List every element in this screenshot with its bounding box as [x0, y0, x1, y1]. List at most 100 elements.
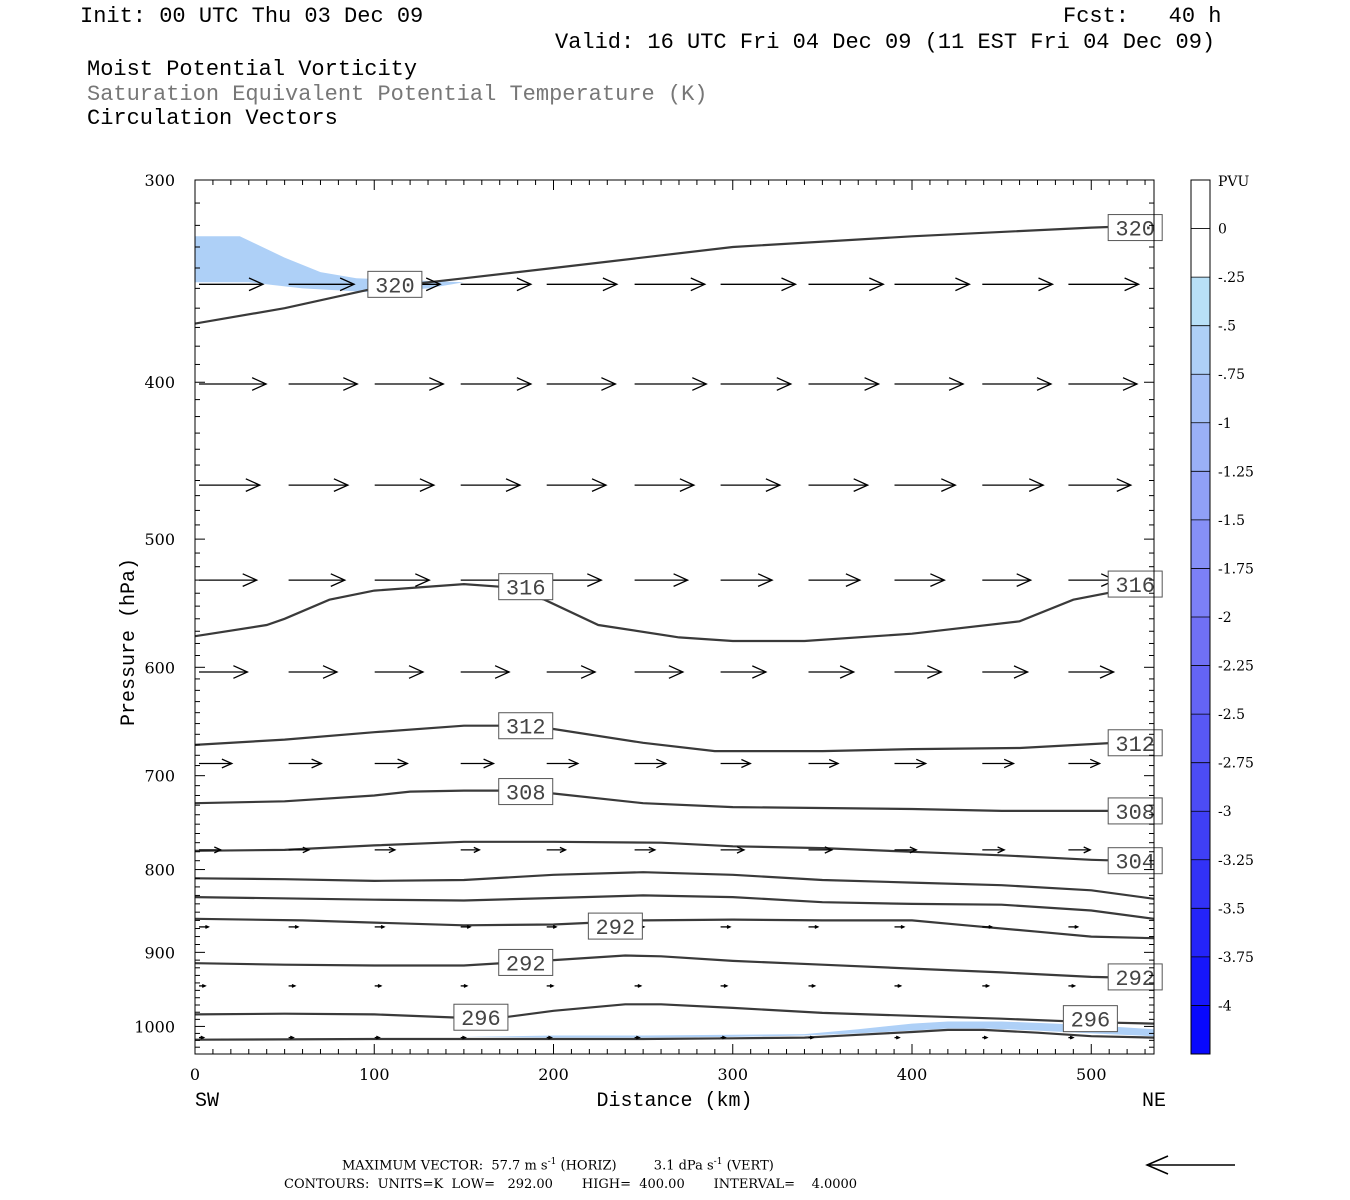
vector-head: [636, 1035, 641, 1040]
y-tick-label: 700: [144, 767, 175, 786]
vector-head: [516, 377, 533, 391]
vector-head: [941, 478, 957, 492]
vector-head: [853, 478, 870, 492]
circulation-vector: [894, 846, 918, 854]
circulation-vector: [1068, 1035, 1075, 1040]
vector-head: [462, 1035, 467, 1040]
contour-label-296: 296: [1062, 1005, 1118, 1034]
x-tick-label: 0: [190, 1065, 200, 1084]
circulation-vector: [894, 1035, 901, 1040]
vector-head: [637, 984, 643, 988]
circulation-vector: [1068, 478, 1133, 492]
circulation-vector: [720, 573, 774, 587]
max-vector-line: MAXIMUM VECTOR: 57.7 m s-1 (HORIZ) 3.1 d…: [342, 1157, 774, 1173]
colorbar-level-label: -4: [1218, 998, 1232, 1014]
circulation-vector: [982, 925, 994, 929]
contour-label-316: 316: [498, 573, 554, 602]
vector-head: [741, 758, 752, 769]
y-tick-label: 600: [144, 658, 175, 677]
circulation-vector: [374, 377, 445, 391]
circulation-vector: [288, 665, 339, 679]
circulation-vector: [982, 846, 1006, 854]
contour-label-box: [1062, 1005, 1118, 1033]
colorbar-level-label: -3: [1218, 804, 1232, 820]
colorbar-level-label: -3.25: [1218, 853, 1254, 869]
reference-vector-arrow: [1145, 1155, 1235, 1175]
circulation-vector: [982, 665, 1030, 679]
contour-292-8: [195, 954, 1154, 980]
circulation-vector: [634, 758, 668, 769]
circulation-vector: [374, 925, 386, 929]
circulation-vector: [374, 758, 409, 769]
colorbar-level-label: -.25: [1218, 270, 1245, 286]
circulation-vector: [199, 277, 265, 292]
colorbar-swatch: [1191, 956, 1210, 1006]
circulation-vector: [894, 377, 965, 391]
x-end-label-right: NE: [1142, 1090, 1166, 1113]
vector-head: [814, 925, 820, 929]
contour-label-text: 312: [1115, 733, 1155, 758]
contour-label-text: 292: [596, 916, 636, 941]
circulation-vector: [1068, 758, 1102, 769]
vector-head: [809, 1035, 815, 1040]
vector-head: [483, 758, 496, 769]
circulation-vector: [460, 758, 496, 769]
vector-head: [997, 846, 1006, 854]
contour-300-10: [195, 1028, 1154, 1041]
circulation-vector: [460, 1035, 467, 1040]
circulation-vector: [460, 984, 469, 988]
max-vector-mid: (HORIZ) 3.1 dPa s: [556, 1158, 714, 1174]
circulation-vector: [982, 277, 1055, 292]
colorbar-level-label: -2.25: [1218, 659, 1254, 675]
circulation-vector: [634, 277, 707, 292]
colorbar-level-label: -1.5: [1218, 513, 1245, 529]
vector-head: [408, 665, 425, 679]
circulation-vector: [720, 758, 752, 769]
vector-head: [1124, 277, 1141, 292]
colorbar-swatch: [1191, 228, 1210, 278]
circulation-vector: [720, 665, 768, 679]
vector-head: [429, 377, 445, 391]
y-tick-label: 800: [144, 861, 175, 880]
circulation-vector: [1068, 846, 1092, 854]
circulation-vector: [720, 925, 732, 929]
circulation-vector: [374, 573, 431, 587]
colorbar-swatch: [1191, 762, 1210, 812]
contour-label-text: 320: [375, 274, 415, 299]
circulation-vector: [199, 1035, 206, 1040]
circulation-vector: [982, 984, 991, 988]
vector-head: [377, 984, 383, 988]
circulation-vector: [546, 277, 619, 292]
x-axis-label: Distance (km): [596, 1090, 752, 1113]
vector-head: [1003, 758, 1016, 769]
vector-head: [811, 984, 817, 988]
x-tick-label: 300: [717, 1065, 748, 1084]
circulation-vector: [199, 925, 210, 929]
vector-head: [549, 984, 555, 988]
vector-head: [1038, 277, 1055, 292]
circulation-vector: [199, 665, 249, 679]
vector-head: [419, 478, 436, 492]
vector-head: [948, 377, 965, 391]
circulation-vector: [808, 1035, 815, 1040]
circulation-vector: [720, 1035, 727, 1040]
contour-label-308: 308: [498, 778, 554, 807]
x-tick-label: 400: [897, 1065, 928, 1084]
vector-head: [690, 277, 707, 292]
circulation-vector: [288, 846, 311, 854]
colorbar-level-label: -2: [1218, 610, 1232, 626]
vector-head: [824, 846, 834, 854]
colorbar-title: PVU: [1218, 174, 1250, 190]
circulation-vector: [982, 1035, 989, 1040]
contour-316-1: [195, 582, 1154, 643]
forecast-hour: Fcst: 40 h: [1063, 4, 1222, 29]
contour-label-312: 312: [1107, 729, 1163, 758]
circulation-vector: [199, 573, 259, 587]
x-tick-label: 100: [359, 1065, 390, 1084]
vector-head: [548, 1035, 553, 1040]
contour-info-line: CONTOURS: UNITS=K LOW= 292.00 HIGH= 400.…: [284, 1177, 858, 1192]
circulation-vector: [634, 984, 643, 988]
vector-head: [214, 846, 223, 854]
vector-head: [900, 925, 906, 929]
circulation-vector: [546, 478, 608, 492]
